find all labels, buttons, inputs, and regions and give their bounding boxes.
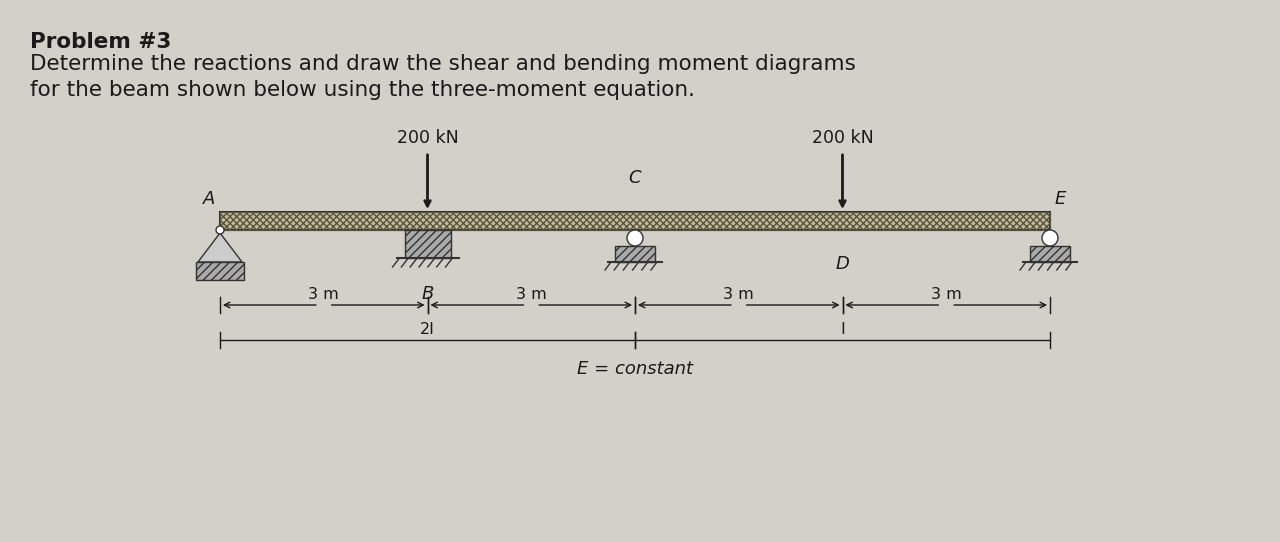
Circle shape	[627, 230, 643, 246]
Bar	[196, 262, 244, 280]
Text: A: A	[202, 190, 215, 208]
Text: E: E	[1055, 190, 1066, 208]
Circle shape	[1042, 230, 1059, 246]
FancyBboxPatch shape	[220, 212, 1050, 230]
Text: Determine the reactions and draw the shear and bending moment diagrams: Determine the reactions and draw the she…	[29, 54, 856, 74]
Text: 200 kN: 200 kN	[812, 129, 873, 147]
Text: E = constant: E = constant	[577, 360, 692, 378]
Text: C: C	[628, 169, 641, 187]
Text: for the beam shown below using the three-moment equation.: for the beam shown below using the three…	[29, 80, 695, 100]
Text: B: B	[421, 285, 434, 303]
Bar	[1030, 246, 1070, 262]
Text: D: D	[836, 255, 850, 273]
Text: 3 m: 3 m	[931, 287, 961, 302]
Circle shape	[216, 226, 224, 234]
Text: I: I	[840, 322, 845, 337]
Text: 2I: 2I	[420, 322, 435, 337]
Bar	[404, 230, 451, 258]
Bar	[614, 246, 655, 262]
Text: Problem #3: Problem #3	[29, 32, 172, 52]
Text: 3 m: 3 m	[723, 287, 754, 302]
Text: 3 m: 3 m	[308, 287, 339, 302]
Polygon shape	[198, 233, 242, 262]
Text: 3 m: 3 m	[516, 287, 547, 302]
Text: 200 kN: 200 kN	[397, 129, 458, 147]
